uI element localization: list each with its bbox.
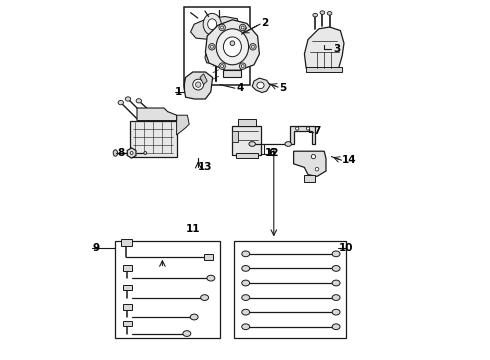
Polygon shape [294,151,326,176]
Ellipse shape [327,12,332,15]
Ellipse shape [332,280,340,286]
Polygon shape [184,72,213,99]
Ellipse shape [320,11,325,14]
Bar [232,126,261,155]
Ellipse shape [332,295,340,301]
Text: 11: 11 [186,224,200,234]
Ellipse shape [118,100,123,105]
Polygon shape [304,175,315,182]
Ellipse shape [240,63,246,69]
Ellipse shape [240,24,246,31]
Bar [121,239,132,246]
Ellipse shape [242,266,250,271]
Ellipse shape [220,65,223,68]
Polygon shape [223,70,242,77]
Ellipse shape [315,167,319,171]
Text: 6: 6 [269,148,276,158]
Ellipse shape [311,154,316,159]
Text: 1: 1 [175,87,182,97]
Text: 3: 3 [333,44,341,54]
Ellipse shape [242,280,250,286]
Bar [232,131,238,142]
Ellipse shape [219,63,225,69]
Ellipse shape [130,152,133,154]
Ellipse shape [249,142,255,147]
Ellipse shape [200,295,209,301]
Bar [122,304,132,310]
Ellipse shape [219,24,225,31]
Bar [236,153,258,158]
Polygon shape [230,34,246,48]
Ellipse shape [313,13,318,17]
Polygon shape [137,108,176,121]
Bar [130,121,176,157]
Text: 13: 13 [198,162,213,172]
Polygon shape [252,78,270,93]
Text: 14: 14 [342,155,357,165]
Polygon shape [205,40,226,63]
Ellipse shape [203,13,221,35]
Bar [122,285,132,291]
Ellipse shape [332,251,340,257]
Bar [238,119,256,126]
Ellipse shape [242,251,250,257]
Ellipse shape [144,152,147,154]
Ellipse shape [250,44,256,50]
Ellipse shape [223,37,242,57]
Text: 8: 8 [117,148,124,158]
Ellipse shape [257,82,264,89]
Polygon shape [176,115,189,135]
Bar [204,253,213,260]
Ellipse shape [306,127,310,130]
Text: 9: 9 [92,243,99,253]
Ellipse shape [208,19,217,30]
Polygon shape [304,27,344,68]
Bar [234,241,346,338]
Ellipse shape [125,97,131,101]
Ellipse shape [242,324,250,330]
Bar [184,7,250,85]
Ellipse shape [190,314,198,320]
Text: 7: 7 [314,126,321,136]
Ellipse shape [196,82,201,87]
Ellipse shape [113,150,118,156]
Polygon shape [127,148,136,158]
Ellipse shape [136,99,142,103]
Text: 4: 4 [236,83,244,93]
Ellipse shape [332,309,340,315]
Ellipse shape [332,324,340,330]
Polygon shape [191,17,239,40]
Ellipse shape [209,44,215,50]
Ellipse shape [210,45,213,48]
Text: 5: 5 [279,83,287,93]
Ellipse shape [285,142,292,147]
Text: 12: 12 [265,148,279,158]
Bar [122,321,132,326]
Ellipse shape [216,29,248,65]
Ellipse shape [242,309,250,315]
Ellipse shape [193,79,204,90]
Bar [306,67,342,72]
Bar [116,241,220,338]
Ellipse shape [207,275,215,281]
Ellipse shape [230,41,235,46]
Ellipse shape [220,26,223,29]
Ellipse shape [251,45,254,48]
Ellipse shape [295,127,299,130]
Polygon shape [205,20,259,70]
Polygon shape [290,126,315,144]
Text: 10: 10 [339,243,353,253]
Bar [122,265,132,271]
Ellipse shape [241,65,244,68]
Ellipse shape [183,330,191,336]
Text: 2: 2 [261,18,269,28]
Ellipse shape [242,295,250,301]
Ellipse shape [241,26,244,29]
Ellipse shape [332,266,340,271]
Polygon shape [200,74,207,85]
